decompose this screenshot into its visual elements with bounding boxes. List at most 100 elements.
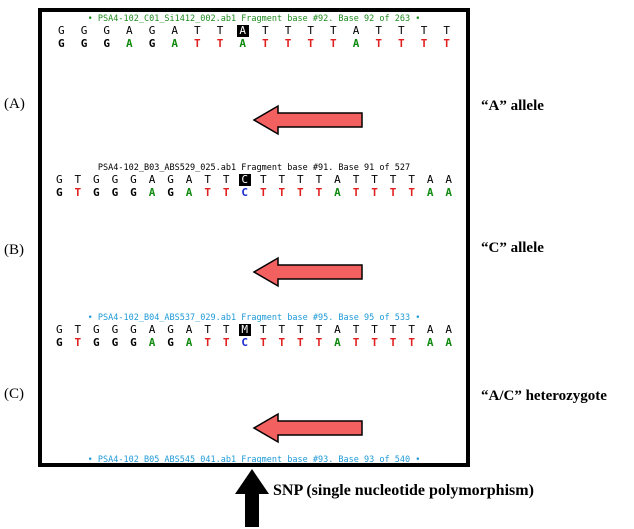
base-call-colored: A bbox=[126, 37, 133, 50]
base-call-top: T bbox=[74, 323, 82, 336]
base-call-top: T bbox=[330, 24, 337, 37]
base-call-top: T bbox=[222, 173, 230, 186]
base-call-colored: T bbox=[371, 336, 378, 349]
base-call-colored: T bbox=[408, 336, 415, 349]
base-call-top: T bbox=[262, 24, 269, 37]
panel-b-allele-label: “C” allele bbox=[481, 240, 544, 256]
base-call-colored: A bbox=[445, 186, 453, 199]
panel-b: PSA4-102_B03_ABS529_025.ab1 Fragment bas… bbox=[42, 162, 466, 312]
base-call-top: T bbox=[278, 323, 286, 336]
base-call-colored: T bbox=[330, 37, 337, 50]
base-call-colored: A bbox=[171, 37, 178, 50]
base-call-colored: T bbox=[398, 37, 405, 50]
base-call-colored: A bbox=[148, 336, 156, 349]
base-call-colored: T bbox=[352, 336, 360, 349]
base-call-colored: T bbox=[278, 186, 286, 199]
base-call-colored: C bbox=[241, 336, 249, 349]
base-call-top: T bbox=[222, 323, 230, 336]
base-call-top: T bbox=[297, 173, 304, 186]
base-call-top: A bbox=[445, 323, 453, 336]
base-call-colored: T bbox=[307, 37, 314, 50]
base-call-colored: A bbox=[185, 186, 193, 199]
base-call-top: G bbox=[58, 24, 65, 37]
base-call-colored: T bbox=[297, 336, 304, 349]
base-call-top: G bbox=[55, 323, 63, 336]
base-call-top: T bbox=[375, 24, 382, 37]
base-call-top: T bbox=[194, 24, 201, 37]
base-call-colored: T bbox=[259, 186, 267, 199]
base-call-top: T bbox=[408, 173, 415, 186]
base-call-top: T bbox=[443, 24, 450, 37]
base-call-colored: G bbox=[111, 186, 119, 199]
base-call-colored: G bbox=[93, 186, 100, 199]
base-call-top: T bbox=[307, 24, 314, 37]
base-call-top: T bbox=[259, 323, 267, 336]
base-call-colored: A bbox=[148, 186, 156, 199]
base-call-top: C bbox=[238, 174, 251, 186]
base-call-top: T bbox=[204, 323, 211, 336]
chromatogram-frame: • PSA4-102_C01_Si1412_002.ab1 Fragment b… bbox=[38, 8, 470, 467]
base-call-top: G bbox=[148, 24, 156, 37]
base-call-colored: T bbox=[222, 186, 230, 199]
panel-b-side-label: (B) bbox=[4, 242, 24, 258]
base-call-top: A bbox=[334, 173, 341, 186]
base-call-top: T bbox=[352, 173, 360, 186]
base-call-colored: A bbox=[185, 336, 193, 349]
base-call-colored: T bbox=[194, 37, 201, 50]
base-call-colored: A bbox=[352, 37, 360, 50]
base-call-top: T bbox=[216, 24, 224, 37]
base-call-top: T bbox=[297, 323, 304, 336]
base-call-top: T bbox=[74, 173, 82, 186]
base-call-colored: T bbox=[371, 186, 378, 199]
panel-a: • PSA4-102_C01_Si1412_002.ab1 Fragment b… bbox=[42, 12, 466, 162]
panel-a-side-label: (A) bbox=[4, 96, 25, 112]
panel-c-header: • PSA4-102_B04_ABS537_029.ab1 Fragment b… bbox=[87, 313, 421, 323]
base-call-top: A bbox=[426, 173, 434, 186]
base-call-colored: G bbox=[111, 336, 119, 349]
base-call-colored: T bbox=[278, 336, 286, 349]
base-call-colored: G bbox=[58, 37, 65, 50]
snp-label: SNP (single nucleotide polymorphism) bbox=[273, 482, 534, 499]
base-call-top: G bbox=[103, 24, 110, 37]
base-call-colored: G bbox=[93, 336, 100, 349]
base-call-colored: A bbox=[334, 336, 341, 349]
base-call-colored: G bbox=[130, 186, 137, 199]
base-call-top: T bbox=[371, 173, 378, 186]
snp-arrow-up-icon bbox=[235, 469, 269, 527]
base-call-top: G bbox=[167, 323, 174, 336]
base-call-top: G bbox=[167, 173, 174, 186]
base-call-top: G bbox=[55, 173, 63, 186]
panel-b-header: PSA4-102_B03_ABS529_025.ab1 Fragment bas… bbox=[97, 163, 411, 173]
base-call-top: T bbox=[389, 323, 397, 336]
base-call-top: A bbox=[148, 323, 156, 336]
base-call-top: A bbox=[334, 323, 341, 336]
base-call-top: A bbox=[236, 25, 249, 37]
base-call-top: T bbox=[315, 323, 323, 336]
base-call-top: G bbox=[130, 323, 137, 336]
base-call-colored: A bbox=[445, 336, 453, 349]
base-call-top: G bbox=[93, 173, 100, 186]
base-call-colored: A bbox=[426, 336, 434, 349]
base-call-colored: T bbox=[259, 336, 267, 349]
base-call-colored: T bbox=[375, 37, 382, 50]
base-call-top: G bbox=[80, 24, 88, 37]
footer-header: • PSA4-102_B05_ABS545_041.ab1 Fragment b… bbox=[87, 455, 421, 465]
base-call-colored: T bbox=[389, 186, 397, 199]
panel-c-allele-label: “A/C” heterozygote bbox=[481, 388, 607, 404]
base-call-colored: A bbox=[239, 37, 246, 50]
base-call-top: T bbox=[389, 173, 397, 186]
base-call-colored: T bbox=[74, 336, 82, 349]
panel-c-side-label: (C) bbox=[4, 386, 24, 402]
base-call-top: T bbox=[398, 24, 405, 37]
panel-c: • PSA4-102_B04_ABS537_029.ab1 Fragment b… bbox=[42, 312, 466, 462]
base-call-colored: G bbox=[55, 186, 63, 199]
base-call-colored: C bbox=[241, 186, 249, 199]
base-call-top: A bbox=[352, 24, 360, 37]
base-call-colored: T bbox=[389, 336, 397, 349]
base-call-top: A bbox=[148, 173, 156, 186]
base-call-colored: T bbox=[315, 336, 323, 349]
panel-a-allele-label: “A” allele bbox=[481, 98, 544, 114]
